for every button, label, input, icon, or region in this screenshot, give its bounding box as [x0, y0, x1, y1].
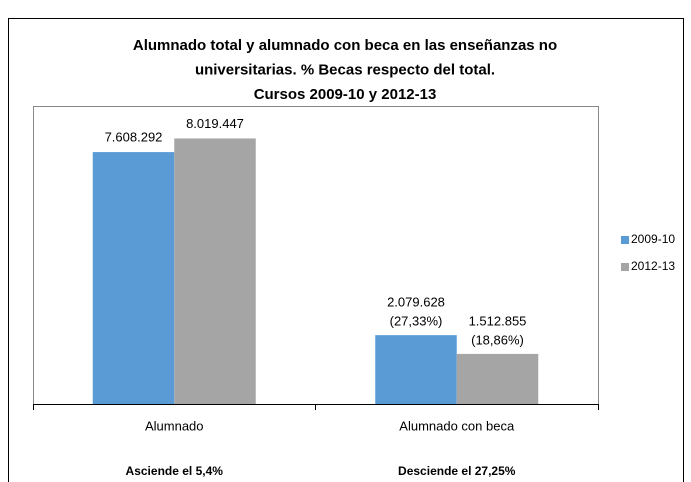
annotation: Asciende el 5,4%: [126, 464, 224, 478]
legend-label: 2012-13: [631, 259, 675, 273]
chart-title: Alumnado total y alumnado con beca en la…: [133, 37, 557, 54]
bar: [456, 353, 539, 404]
bar: [174, 138, 256, 404]
chart-title: Cursos 2009-10 y 2012-13: [254, 86, 437, 103]
x-tick-label: Alumnado: [145, 418, 204, 433]
value-label: 7.608.292: [105, 130, 163, 145]
value-label: 1.512.855: [469, 313, 527, 328]
legend-swatch: [621, 236, 629, 244]
share-label: (18,86%): [471, 332, 524, 347]
bar: [92, 152, 175, 404]
value-label: 2.079.628: [387, 295, 445, 310]
chart-border: [8, 18, 684, 482]
bar: [375, 335, 457, 404]
legend-label: 2009-10: [631, 232, 675, 246]
value-label: 8.019.447: [186, 116, 244, 131]
x-tick-label: Alumnado con beca: [399, 418, 515, 433]
annotation: Desciende el 27,25%: [398, 464, 516, 478]
legend-swatch: [621, 263, 629, 271]
chart-title: universitarias. % Becas respecto del tot…: [195, 61, 495, 78]
share-label: (27,33%): [390, 314, 443, 329]
